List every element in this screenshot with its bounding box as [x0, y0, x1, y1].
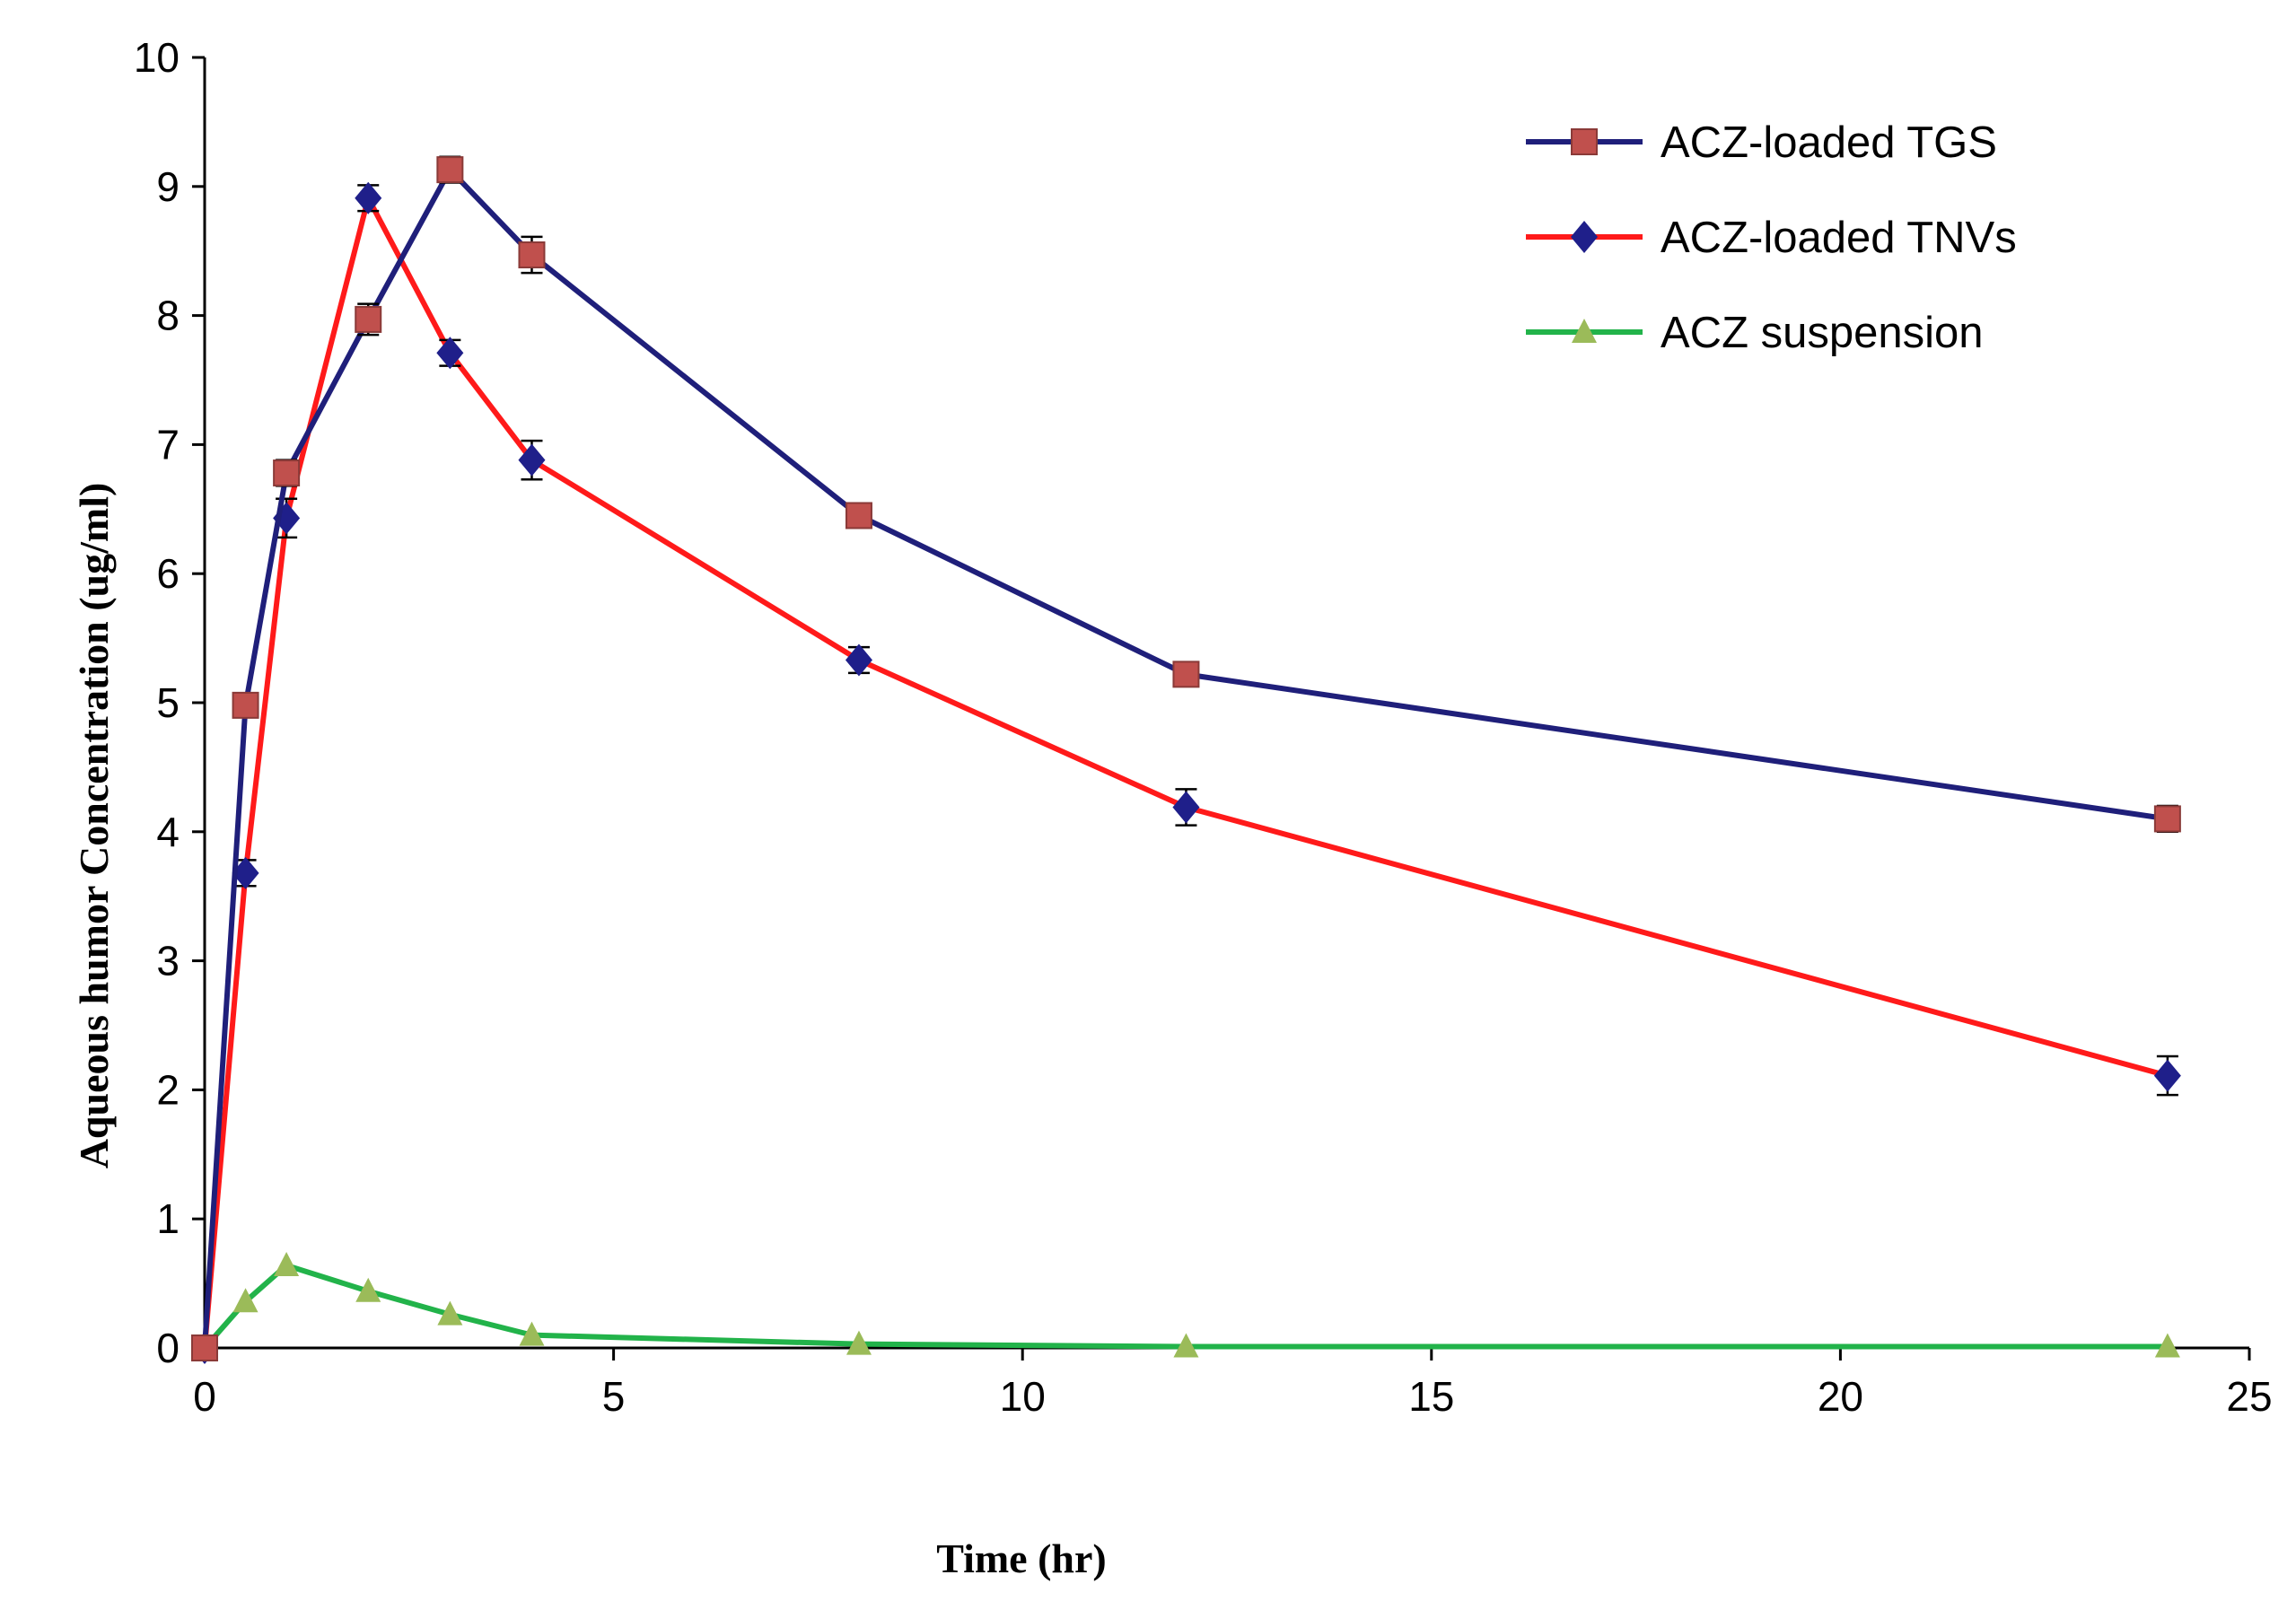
x-axis-title: Time (hr) [936, 1536, 1107, 1581]
x-tick-label: 25 [2226, 1373, 2272, 1420]
data-point [845, 643, 872, 677]
x-tick-label: 20 [1818, 1373, 1863, 1420]
data-point [518, 241, 546, 269]
series-area [191, 155, 2181, 1364]
data-point [846, 1330, 872, 1355]
data-point [2153, 1059, 2181, 1092]
data-point [355, 1277, 381, 1302]
y-tick-label: 7 [156, 421, 180, 468]
legend-item: ACZ-loaded TGS [1526, 118, 1997, 167]
y-tick-label: 3 [156, 938, 180, 984]
data-point [518, 443, 546, 477]
y-tick-label: 4 [156, 809, 180, 855]
data-point [232, 856, 259, 889]
y-tick-label: 9 [156, 163, 180, 210]
series-acz-loaded-tgs [191, 155, 2181, 1361]
x-tick-label: 5 [602, 1373, 626, 1420]
y-tick-label: 0 [156, 1325, 180, 1371]
y-tick-label: 10 [134, 34, 180, 81]
y-axis-title: Aqueous humor Concentration (ug/ml) [71, 483, 117, 1169]
data-point [1173, 1333, 1199, 1358]
y-tick-label: 6 [156, 550, 180, 597]
legend-label: ACZ-loaded TNVs [1661, 214, 2017, 262]
series-acz-suspension [192, 1251, 2180, 1359]
legend-label: ACZ-loaded TGS [1661, 118, 1997, 167]
axis-ticks: 0 1 2 3 4 5 6 7 8 9 10 0 5 10 15 20 25 [134, 34, 2273, 1420]
legend-item: ACZ-loaded TNVs [1526, 214, 2017, 262]
data-point [2154, 1333, 2180, 1358]
data-point [437, 1300, 463, 1326]
x-tick-label: 10 [1000, 1373, 1046, 1420]
data-point [436, 156, 464, 184]
data-point [355, 305, 382, 333]
data-point [845, 502, 872, 529]
data-point [1172, 661, 1200, 688]
legend-item: ACZ suspension [1526, 309, 1984, 357]
legend-marker [1572, 319, 1597, 343]
legend-marker [1571, 221, 1598, 253]
legend: ACZ-loaded TGS ACZ-loaded TNVs ACZ suspens… [1526, 118, 2017, 357]
data-point [355, 181, 382, 214]
data-point [232, 691, 259, 719]
x-tick-label: 15 [1408, 1373, 1454, 1420]
data-point [232, 1288, 259, 1313]
data-point [191, 1334, 218, 1361]
x-tick-label: 0 [193, 1373, 216, 1420]
data-point [436, 337, 464, 370]
data-point [2153, 805, 2181, 833]
y-tick-label: 5 [156, 679, 180, 726]
y-tick-label: 1 [156, 1195, 180, 1242]
y-tick-label: 2 [156, 1066, 180, 1113]
data-point [274, 1251, 300, 1276]
series-acz-loaded-tnvs [191, 181, 2181, 1364]
legend-marker [1571, 128, 1598, 155]
data-point [1172, 791, 1200, 824]
data-point [519, 1321, 545, 1346]
data-point [273, 459, 301, 487]
y-tick-label: 8 [156, 293, 180, 339]
legend-label: ACZ suspension [1661, 309, 1984, 357]
